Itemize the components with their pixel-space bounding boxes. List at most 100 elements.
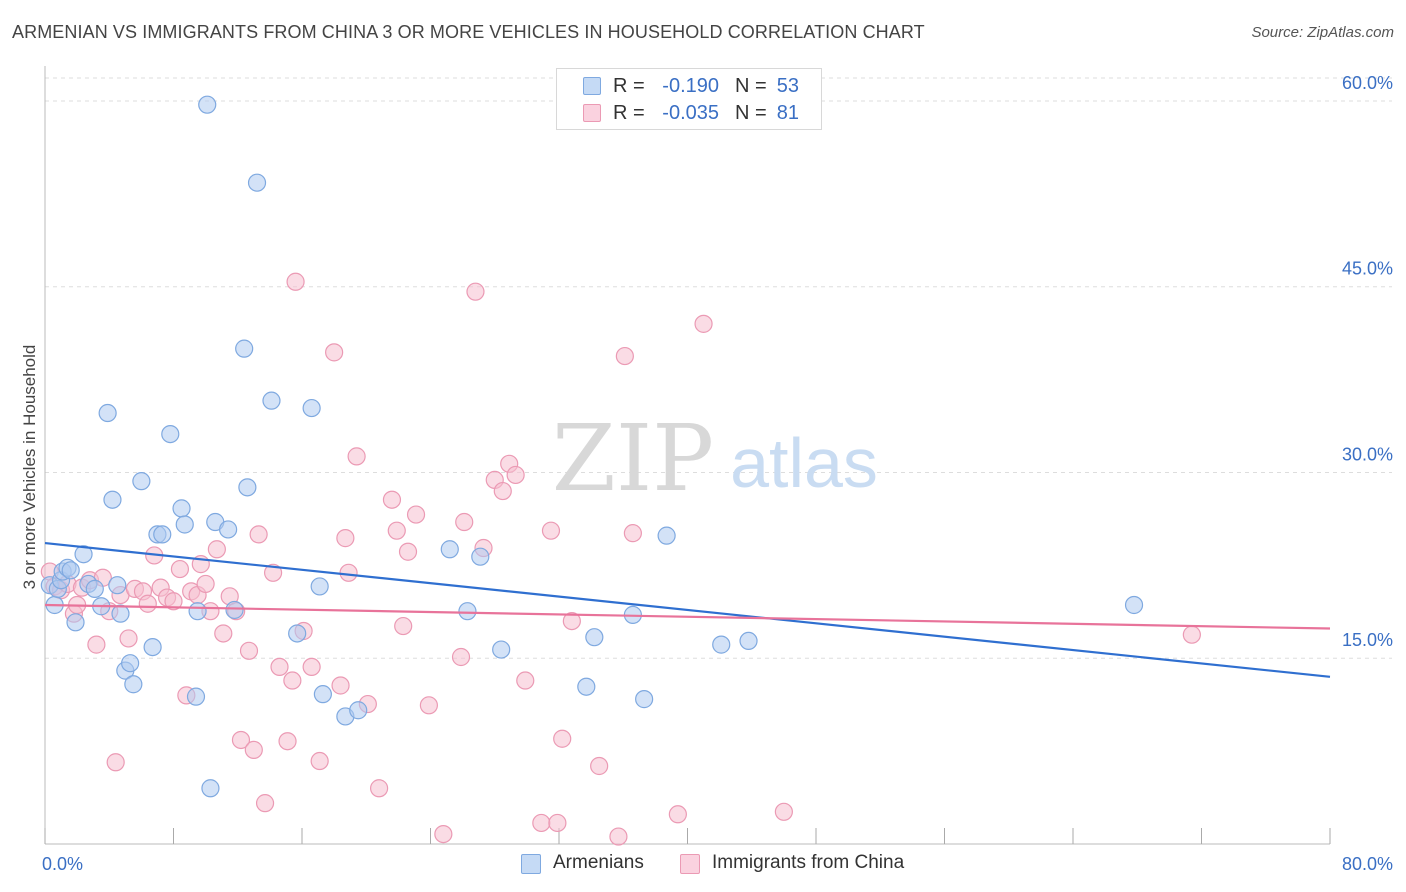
armenian-point: [635, 690, 654, 709]
y-tick-label: 60.0%: [1342, 73, 1393, 93]
china-point: [516, 671, 535, 690]
points-layer: [40, 95, 1201, 846]
china-point: [170, 559, 190, 579]
armenian-point: [121, 654, 140, 673]
legend-swatch-china: [583, 104, 601, 122]
china-point: [615, 346, 634, 366]
armenian-point: [111, 604, 130, 623]
armenian-point: [288, 624, 307, 643]
armenian-point: [712, 635, 731, 654]
legend-r-value: -0.035: [662, 102, 719, 124]
watermark: ZIP atlas: [552, 405, 878, 512]
china-point: [270, 657, 289, 677]
china-point: [214, 624, 233, 643]
legend-n-value: 81: [776, 102, 799, 124]
china-point: [548, 813, 567, 833]
armenian-point: [85, 579, 104, 598]
armenian-trend-line: [44, 541, 1331, 678]
china-point: [506, 465, 525, 485]
source-credit: Source: ZipAtlas.com: [1251, 24, 1394, 41]
china-point: [493, 481, 512, 501]
armenian-point: [103, 490, 122, 509]
armenian-point: [124, 675, 143, 694]
legend-label-armenians: Armenians: [553, 852, 644, 873]
armenian-point: [175, 515, 194, 534]
axis-layer: [44, 66, 1331, 845]
legend-r-value: -0.190: [662, 75, 719, 97]
armenian-point: [313, 685, 332, 704]
armenian-point: [585, 628, 604, 647]
china-point: [434, 824, 453, 844]
china-point: [302, 657, 321, 677]
china-point: [455, 512, 474, 532]
armenian-point: [74, 545, 93, 564]
armenian-point: [108, 576, 127, 595]
china-point: [394, 616, 413, 636]
x-tick-label: 0.0%: [42, 854, 83, 874]
armenian-point: [458, 602, 477, 621]
legend-n-value: 53: [776, 75, 799, 97]
china-point: [370, 779, 389, 798]
china-point: [331, 676, 350, 695]
y-tick-label: 45.0%: [1342, 259, 1393, 279]
china-point: [1182, 625, 1201, 644]
china-point: [283, 671, 302, 690]
grid-layer: [45, 77, 1392, 659]
armenian-point: [66, 613, 85, 632]
legend-r-label: R =: [613, 102, 645, 124]
armenian-point: [188, 602, 207, 621]
legend-swatch-china: [680, 854, 700, 874]
armenian-point: [143, 637, 162, 657]
china-point: [339, 563, 358, 582]
armenian-point: [201, 779, 220, 798]
legend-n-label: N =: [735, 102, 767, 124]
armenian-point: [238, 478, 257, 497]
armenian-point: [1124, 595, 1144, 615]
armenian-point: [161, 424, 180, 444]
china-point: [694, 314, 713, 333]
china-point: [207, 540, 226, 559]
china-point: [310, 751, 329, 771]
armenian-point: [440, 540, 459, 559]
china-point: [239, 641, 259, 660]
china-point: [562, 611, 581, 631]
china-point: [255, 794, 275, 813]
armenian-point: [98, 403, 117, 423]
china-point: [419, 696, 438, 715]
correlation-legend: R = -0.190 N = 53 R = -0.035 N = 81: [556, 68, 822, 130]
china-point: [106, 753, 125, 772]
y-tick-label: 30.0%: [1342, 444, 1393, 464]
china-point: [263, 563, 283, 582]
watermark-atlas: atlas: [730, 424, 878, 502]
armenian-point: [219, 520, 238, 539]
china-point: [286, 272, 305, 291]
china-point: [325, 343, 344, 362]
armenian-point: [225, 600, 244, 620]
armenian-point: [153, 525, 172, 544]
china-point: [196, 574, 215, 594]
china-point: [119, 629, 138, 648]
china-point: [623, 524, 642, 543]
china-point: [609, 827, 628, 846]
china-point: [278, 732, 297, 751]
armenian-point: [247, 173, 267, 192]
china-point: [532, 813, 551, 833]
china-point: [406, 505, 426, 524]
china-point: [347, 447, 366, 466]
x-tick-label: 80.0%: [1342, 854, 1393, 874]
armenian-point: [198, 95, 217, 114]
legend-swatch-armenians: [583, 77, 601, 95]
armenian-point: [132, 472, 151, 491]
armenian-point: [302, 398, 321, 418]
armenian-point: [492, 640, 511, 659]
armenian-point: [172, 499, 191, 518]
armenian-point: [262, 391, 281, 410]
china-point: [451, 647, 471, 667]
china-point: [398, 542, 418, 561]
china-point: [590, 756, 609, 776]
legend-swatch-armenians: [521, 854, 541, 874]
china-point: [336, 529, 355, 548]
china-point: [668, 805, 687, 824]
legend-row-armenians: R = -0.190 N = 53: [557, 74, 821, 100]
